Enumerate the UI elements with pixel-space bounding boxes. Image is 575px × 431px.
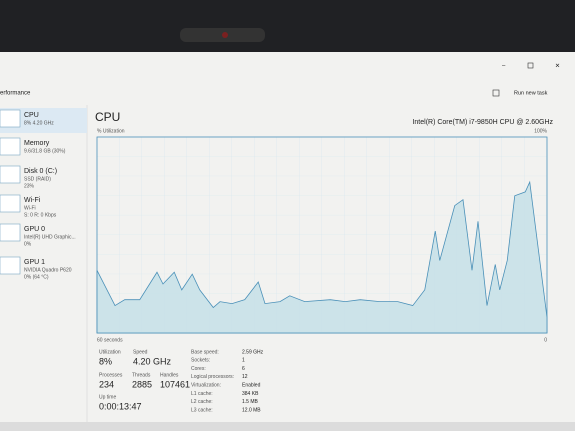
close[interactable]: ✕ bbox=[555, 64, 560, 70]
stat-label: Processes bbox=[99, 372, 123, 378]
sidebar-detail: 23% bbox=[24, 183, 35, 189]
stat-label: Threads bbox=[132, 372, 151, 378]
x-tick-label: 60 seconds bbox=[97, 337, 123, 343]
sidebar-name[interactable]: Wi-Fi bbox=[24, 197, 41, 204]
maximize[interactable] bbox=[527, 62, 534, 69]
sidebar-name[interactable]: GPU 1 bbox=[24, 259, 45, 266]
run-task-icon[interactable] bbox=[492, 89, 500, 97]
sidebar-thumb[interactable] bbox=[0, 109, 21, 128]
detail-value: 12.0 MB bbox=[242, 407, 261, 413]
detail-value: Enabled bbox=[242, 383, 261, 389]
detail-label: Virtualization: bbox=[191, 383, 221, 389]
sidebar-detail: 9.6/31.8 GB (30%) bbox=[24, 148, 66, 154]
stat-label: Speed bbox=[133, 349, 148, 355]
detail-label: L2 cache: bbox=[191, 399, 213, 405]
sidebar-thumb[interactable] bbox=[0, 165, 21, 184]
detail-label: Base speed: bbox=[191, 349, 219, 355]
y-axis-label: % Utilization bbox=[97, 128, 125, 134]
bezel bbox=[0, 0, 575, 52]
detail-label: Logical processors: bbox=[191, 374, 234, 380]
main-title: CPU bbox=[95, 110, 120, 124]
stat-label: Utilization bbox=[99, 349, 121, 355]
utilization-area bbox=[96, 180, 548, 334]
detail-label: L1 cache: bbox=[191, 391, 213, 397]
detail-value: 1 bbox=[242, 358, 245, 364]
processor: Intel(R) Core(TM) i7-9850H CPU @ 2.60GHz bbox=[412, 119, 553, 126]
sidebar-detail: NVIDIA Quadro P620 bbox=[24, 267, 72, 273]
detail-label: Sockets: bbox=[191, 358, 210, 364]
detail-value: 6 bbox=[242, 366, 245, 372]
stat-value: 0:00:13:47 bbox=[99, 401, 142, 411]
sidebar-name[interactable]: CPU bbox=[24, 112, 39, 119]
x-tick-label: 0 bbox=[544, 337, 547, 343]
minimize[interactable]: – bbox=[502, 64, 506, 70]
sidebar-name[interactable]: GPU 0 bbox=[24, 226, 45, 233]
sidebar-detail: S: 0 R: 0 Kbps bbox=[24, 212, 57, 218]
sidebar-detail: 8% 4.20 GHz bbox=[24, 120, 54, 126]
detail-value: 1.5 MB bbox=[242, 399, 259, 405]
stat-value: 4.20 GHz bbox=[133, 356, 172, 366]
sidebar-thumb[interactable] bbox=[0, 137, 21, 156]
taskbar bbox=[0, 422, 575, 431]
stat-value: 234 bbox=[99, 379, 114, 389]
window-title: erformance bbox=[0, 91, 31, 97]
sidebar-detail: Wi-Fi bbox=[24, 205, 36, 211]
sidebar-thumb[interactable] bbox=[0, 223, 21, 242]
stat-value: 107461 bbox=[160, 379, 190, 389]
detail-label: L3 cache: bbox=[191, 407, 213, 413]
sidebar-detail: Intel(R) UHD Graphic... bbox=[24, 234, 76, 240]
sidebar-detail: 0% bbox=[24, 241, 32, 247]
stat-label: Handles bbox=[160, 372, 179, 378]
camera-led bbox=[222, 32, 228, 38]
stat-label: Up time bbox=[99, 394, 116, 400]
detail-label: Cores: bbox=[191, 366, 206, 372]
stat-value: 2885 bbox=[132, 379, 152, 389]
run-task[interactable]: Run new task bbox=[514, 90, 548, 96]
sidebar-detail: SSD (RAID) bbox=[24, 176, 51, 182]
sidebar-name[interactable]: Memory bbox=[24, 140, 50, 147]
detail-value: 2.59 GHz bbox=[242, 349, 264, 355]
detail-value: 12 bbox=[242, 374, 248, 380]
y-tick-label: 100% bbox=[534, 128, 547, 134]
sidebar-detail: 0% (64 °C) bbox=[24, 274, 49, 280]
sidebar-name[interactable]: Disk 0 (C:) bbox=[24, 168, 57, 175]
sidebar-thumb[interactable] bbox=[0, 194, 21, 213]
detail-value: 384 KB bbox=[242, 391, 259, 397]
stat-value: 8% bbox=[99, 356, 112, 366]
sidebar-thumb[interactable] bbox=[0, 256, 21, 275]
